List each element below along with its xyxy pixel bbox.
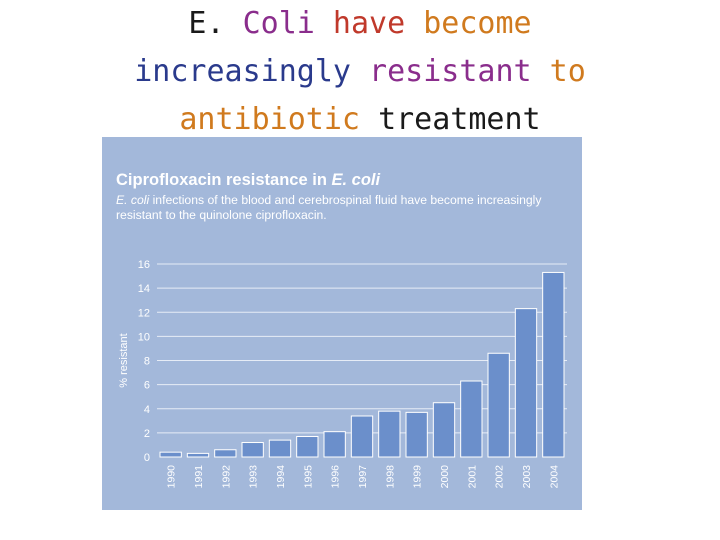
slide-title-line: increasingly resistant to (0, 48, 720, 96)
x-tick-label: 2004 (548, 465, 560, 489)
y-tick-label: 10 (138, 331, 150, 343)
x-tick-label: 2001 (466, 465, 478, 489)
x-tick-label: 1998 (384, 465, 396, 489)
slide-title-word: have (332, 6, 406, 41)
x-tick-label: 1996 (330, 465, 342, 489)
x-tick-label: 1999 (412, 465, 424, 489)
slide-title-word: Coli (242, 6, 315, 41)
slide-title-word: antibiotic (179, 102, 360, 137)
slide-title-word: become (423, 6, 532, 41)
slide-title-word: treatment (378, 102, 541, 137)
chart-title: Ciprofloxacin resistance in E. coli (116, 171, 380, 190)
chart-subtitle-text: infections of the blood and cerebrospina… (116, 193, 542, 222)
bar (514, 308, 538, 458)
bar (350, 415, 374, 458)
y-tick-label: 16 (138, 259, 150, 271)
chart-title-italic: E. coli (331, 171, 381, 189)
x-tick-label: 2000 (439, 465, 451, 489)
y-axis-label: % resistant (118, 333, 130, 387)
x-tick-label: 2002 (494, 465, 506, 489)
bar (214, 449, 237, 458)
chart-subtitle: E. coli infections of the blood and cere… (116, 193, 576, 223)
bar (487, 352, 510, 458)
slide-title-word: resistant (369, 54, 532, 89)
chart-panel: Ciprofloxacin resistance in E. coli E. c… (102, 137, 582, 510)
bar (432, 402, 456, 458)
slide-title-line: E. Coli have become (0, 0, 720, 48)
bar (159, 451, 182, 458)
bar-chart: 0 2 4 6 8 10 12 14 16 % resistant 1990 1991 1992 1993… (118, 259, 567, 489)
bar (405, 411, 428, 458)
bar (378, 410, 401, 458)
chart-title-main: Ciprofloxacin resistance in (116, 171, 332, 189)
x-tick-label: 1994 (275, 465, 287, 489)
bar (241, 442, 264, 458)
slide-title-word: to (549, 54, 586, 89)
bar (323, 431, 346, 458)
x-tick-label: 1997 (357, 465, 369, 489)
slide-title-word: increasingly (134, 54, 351, 89)
bar (296, 435, 319, 458)
slide-title-word: E. (188, 6, 225, 41)
x-tick-label: 1992 (220, 465, 232, 489)
slide-title-line: antibiotic treatment (0, 96, 720, 144)
bar (268, 439, 292, 458)
slide-title: E. Coli have become increasingly resistan… (0, 0, 720, 144)
x-tick-label: 1993 (248, 465, 260, 489)
x-tick-label: 1995 (302, 465, 314, 489)
x-tick-label: 1991 (193, 465, 205, 489)
y-tick-label: 4 (144, 404, 150, 416)
y-tick-label: 8 (144, 356, 150, 368)
chart-subtitle-italic: E. coli (116, 193, 150, 207)
y-tick-label: 2 (144, 428, 150, 440)
bar (542, 271, 565, 458)
x-tick-label: 1990 (166, 465, 178, 489)
bar (186, 452, 210, 458)
x-tick-label: 2003 (521, 465, 533, 489)
y-tick-label: 12 (138, 307, 150, 319)
bar (460, 380, 483, 458)
y-tick-label: 6 (144, 380, 150, 392)
y-tick-label: 14 (138, 283, 150, 295)
y-tick-label: 0 (144, 452, 150, 464)
